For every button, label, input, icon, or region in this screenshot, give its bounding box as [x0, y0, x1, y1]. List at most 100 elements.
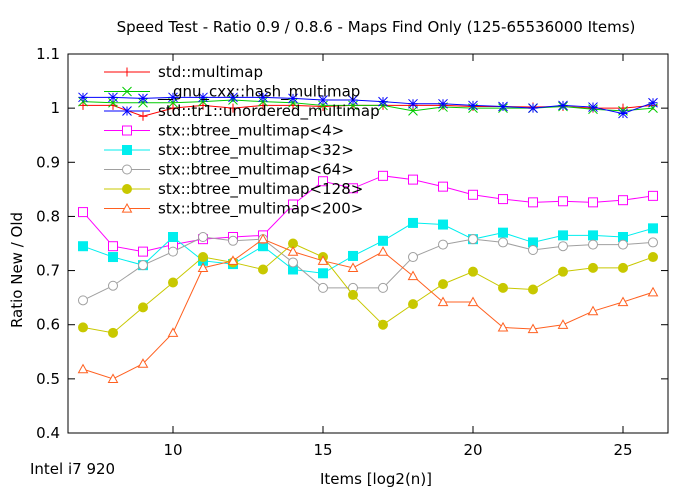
- data-point: [318, 176, 328, 187]
- data-point: [498, 227, 508, 238]
- data-point: [408, 217, 418, 228]
- axes: 0.4 0.5 0.6 0.7 0.8 0.9 1 1.1 10 15 20 25: [36, 45, 669, 459]
- data-point: [648, 190, 658, 201]
- data-point: [168, 246, 178, 257]
- x-axis-label: Items [log2(n)]: [320, 470, 432, 488]
- data-point: [108, 252, 118, 263]
- data-point: [138, 246, 148, 257]
- data-point: [122, 125, 132, 136]
- data-point: [318, 268, 328, 279]
- data-point: [318, 282, 328, 293]
- data-point: [528, 197, 538, 208]
- legend-label: stx::btree_multimap<4>: [158, 122, 344, 141]
- data-point: [588, 230, 598, 241]
- series-line: [83, 96, 654, 115]
- data-point: [378, 170, 388, 181]
- legend-label: stx::btree_multimap<128>: [158, 180, 363, 199]
- legend-item: stx::btree_multimap<4>: [104, 122, 344, 141]
- data-point: [588, 239, 598, 250]
- legend-item: stx::btree_multimap<64>: [104, 161, 354, 180]
- data-point: [408, 98, 418, 109]
- data-point: [498, 237, 508, 248]
- data-point: [498, 101, 508, 112]
- data-point: [498, 194, 508, 205]
- data-point: [258, 100, 268, 110]
- series-line: [82, 242, 654, 334]
- data-point: [558, 241, 568, 252]
- data-point: [78, 207, 88, 218]
- data-point: [588, 262, 598, 273]
- data-point: [468, 266, 478, 277]
- data-point: [108, 92, 118, 103]
- data-point: [618, 195, 628, 206]
- y-tick-label: 0.8: [36, 207, 60, 225]
- y-tick-label: 0.7: [36, 262, 60, 280]
- data-point: [587, 305, 599, 316]
- data-point: [648, 252, 658, 263]
- data-point: [378, 319, 388, 330]
- data-point: [137, 358, 149, 368]
- legend-label: __gnu_cxx::hash_multimap: [157, 83, 360, 102]
- data-point: [348, 95, 358, 105]
- data-point: [122, 145, 132, 155]
- y-tick-label: 0.4: [36, 424, 60, 442]
- data-point: [438, 98, 448, 109]
- data-point: [198, 232, 208, 243]
- data-point: [122, 106, 132, 116]
- data-point: [558, 100, 568, 111]
- legend-item: stx::btree_multimap<200>: [104, 200, 363, 219]
- data-point: [168, 92, 178, 103]
- data-point: [558, 230, 568, 241]
- data-point: [168, 232, 178, 243]
- series-line: [82, 99, 654, 112]
- data-point: [108, 327, 118, 338]
- data-point: [121, 202, 133, 213]
- data-point: [78, 100, 88, 110]
- legend-item: std::tr1::unordered_multimap: [104, 102, 380, 121]
- data-point: [122, 164, 132, 175]
- data-point: [198, 100, 208, 110]
- data-point: [198, 252, 208, 263]
- data-point: [197, 262, 209, 272]
- y-axis-label: Ratio New / Old: [8, 212, 26, 328]
- data-point: [558, 196, 568, 207]
- data-point: [228, 235, 238, 246]
- data-point: [198, 92, 208, 103]
- data-point: [378, 96, 388, 107]
- data-point: [408, 299, 418, 310]
- data-point: [438, 219, 448, 230]
- legend-label: stx::btree_multimap<200>: [158, 200, 363, 219]
- data-point: [588, 197, 598, 208]
- data-point: [647, 286, 659, 297]
- data-point: [648, 97, 658, 108]
- data-point: [437, 296, 449, 307]
- data-point: [438, 239, 448, 250]
- data-point: [317, 255, 329, 265]
- data-point: [318, 95, 328, 105]
- data-point: [528, 103, 538, 113]
- data-point: [78, 92, 88, 103]
- data-point: [438, 279, 448, 290]
- x-tick-label: 15: [313, 441, 332, 459]
- data-point: [78, 295, 88, 306]
- data-point: [377, 246, 389, 256]
- data-point: [108, 280, 118, 291]
- data-point: [258, 264, 268, 275]
- data-point: [468, 100, 478, 111]
- data-point: [467, 296, 479, 307]
- data-point: [138, 260, 148, 271]
- data-point: [168, 103, 178, 113]
- data-point: [168, 277, 178, 288]
- legend-item: std::multimap: [104, 63, 263, 81]
- series-line: [82, 236, 654, 301]
- legend: std::multimap__gnu_cxx::hash_multimapstd…: [104, 63, 380, 219]
- y-tick-label: 0.5: [36, 370, 60, 388]
- cpu-footnote: Intel i7 920: [30, 460, 115, 478]
- data-point: [107, 373, 119, 383]
- data-point: [138, 302, 148, 313]
- legend-item: __gnu_cxx::hash_multimap: [104, 83, 360, 102]
- data-point: [228, 103, 238, 113]
- data-point: [78, 241, 88, 252]
- data-point: [468, 234, 478, 245]
